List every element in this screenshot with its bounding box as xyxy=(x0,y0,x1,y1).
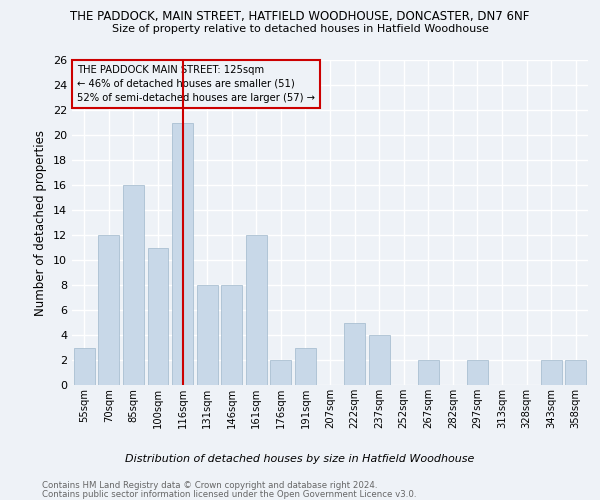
Bar xyxy=(197,285,218,385)
Text: Size of property relative to detached houses in Hatfield Woodhouse: Size of property relative to detached ho… xyxy=(112,24,488,34)
Bar xyxy=(148,248,169,385)
Text: THE PADDOCK, MAIN STREET, HATFIELD WOODHOUSE, DONCASTER, DN7 6NF: THE PADDOCK, MAIN STREET, HATFIELD WOODH… xyxy=(70,10,530,23)
Bar xyxy=(418,360,439,385)
Bar xyxy=(541,360,562,385)
Bar xyxy=(172,122,193,385)
Text: Contains public sector information licensed under the Open Government Licence v3: Contains public sector information licen… xyxy=(42,490,416,499)
Bar xyxy=(295,348,316,385)
Text: Contains HM Land Registry data © Crown copyright and database right 2024.: Contains HM Land Registry data © Crown c… xyxy=(42,481,377,490)
Text: Distribution of detached houses by size in Hatfield Woodhouse: Distribution of detached houses by size … xyxy=(125,454,475,464)
Bar xyxy=(123,185,144,385)
Bar xyxy=(467,360,488,385)
Text: THE PADDOCK MAIN STREET: 125sqm
← 46% of detached houses are smaller (51)
52% of: THE PADDOCK MAIN STREET: 125sqm ← 46% of… xyxy=(77,65,315,103)
Bar xyxy=(565,360,586,385)
Bar xyxy=(368,335,389,385)
Bar xyxy=(221,285,242,385)
Y-axis label: Number of detached properties: Number of detached properties xyxy=(34,130,47,316)
Bar xyxy=(344,322,365,385)
Bar xyxy=(246,235,267,385)
Bar xyxy=(271,360,292,385)
Bar xyxy=(98,235,119,385)
Bar xyxy=(74,348,95,385)
